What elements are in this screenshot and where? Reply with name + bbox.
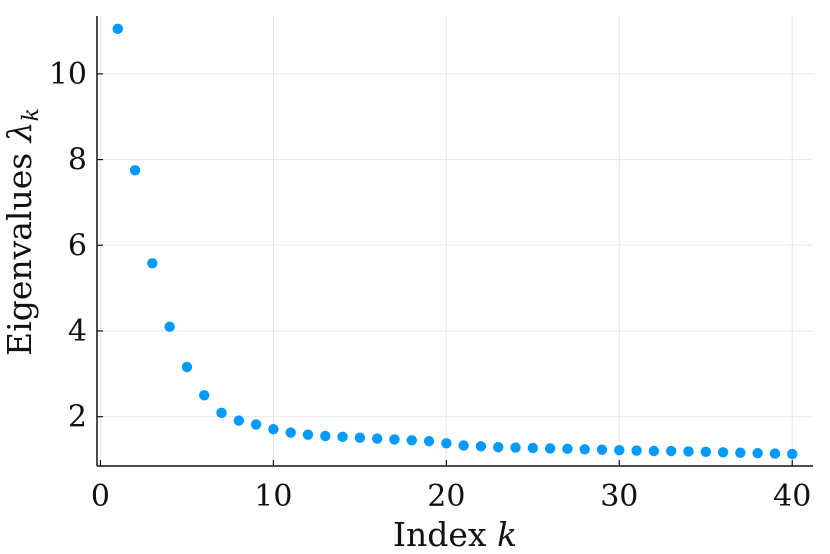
grid-lines: [97, 16, 813, 466]
data-point: [700, 446, 711, 458]
x-axis-label-text: Index: [393, 515, 497, 554]
x-tick-label: 10: [254, 479, 292, 514]
data-point: [268, 423, 279, 435]
data-point: [354, 432, 366, 443]
y-axis-label-subscript: k: [19, 108, 44, 121]
data-points: [112, 23, 798, 460]
data-point: [423, 435, 435, 447]
y-tick-label: 6: [68, 228, 87, 263]
data-point: [320, 430, 331, 442]
y-tick-labels: 2 4 6 8 10: [49, 57, 87, 435]
data-point: [683, 446, 694, 457]
x-axis-label: Index k: [393, 515, 517, 554]
data-point: [717, 447, 729, 458]
data-point: [510, 442, 521, 453]
data-point: [596, 444, 608, 455]
y-tick-label: 4: [68, 314, 87, 349]
data-point: [787, 448, 798, 460]
data-point: [562, 443, 573, 455]
data-point: [752, 447, 763, 459]
data-point: [475, 441, 487, 452]
y-tick-label: 8: [68, 143, 87, 178]
y-tick-label: 10: [49, 57, 87, 92]
y-axis-label: Eigenvalues λk: [0, 108, 44, 356]
data-point: [665, 445, 677, 457]
x-tick-label: 30: [600, 479, 638, 514]
data-point: [389, 434, 400, 445]
y-axis-label-text: Eigenvalues: [0, 142, 39, 356]
y-axis-label-var: λ: [0, 121, 39, 144]
data-point: [181, 361, 193, 373]
data-point: [250, 419, 262, 430]
data-point: [648, 445, 660, 457]
data-point: [735, 447, 746, 458]
data-point: [406, 435, 417, 446]
data-point: [337, 431, 348, 443]
data-point: [285, 427, 296, 438]
data-point: [527, 442, 539, 454]
data-point: [614, 444, 625, 456]
data-point: [216, 407, 227, 419]
data-point: [233, 415, 245, 426]
data-point: [129, 165, 141, 176]
x-tick-label: 0: [91, 479, 110, 514]
data-point: [147, 258, 158, 269]
y-tick-label: 2: [68, 400, 87, 435]
x-axis-label-var: k: [497, 515, 517, 554]
data-point: [302, 429, 314, 440]
data-point: [441, 438, 452, 449]
data-point: [631, 445, 642, 456]
data-point: [199, 390, 210, 401]
data-point: [112, 23, 123, 35]
axes: [96, 16, 813, 467]
data-point: [544, 443, 556, 454]
x-tick-labels: 0 10 20 30 40: [91, 479, 811, 514]
tick-marks: [97, 73, 793, 466]
data-point: [579, 444, 590, 455]
data-point: [164, 321, 175, 332]
data-point: [493, 441, 504, 453]
x-tick-label: 40: [773, 479, 811, 514]
data-point: [769, 448, 781, 459]
data-point: [458, 440, 469, 451]
x-tick-label: 20: [427, 479, 465, 514]
data-point: [371, 433, 383, 444]
